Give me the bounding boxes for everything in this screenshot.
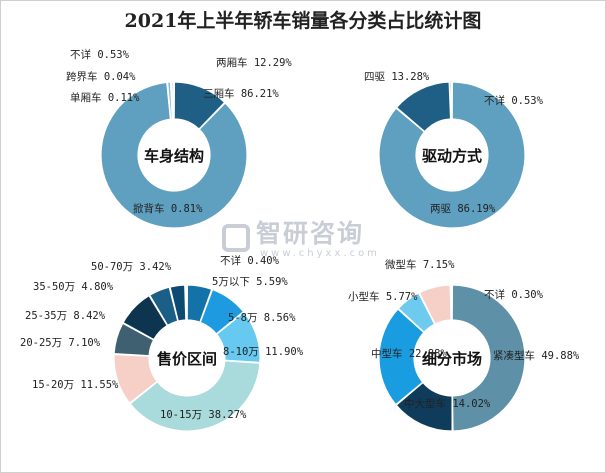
donut-3-label-10: 不详 0.40% [220, 254, 280, 267]
donut-1-label-4: 单厢车 0.11% [70, 91, 140, 104]
donut-3-label-7: 25-35万 8.42% [25, 310, 106, 322]
donut-1-label-1: 两厢车 12.29% [216, 56, 292, 69]
donut-3-slice-10 [184, 284, 188, 321]
donut-1-label-3: 掀背车 0.81% [133, 202, 203, 215]
donut-3-label-9: 50-70万 3.42% [91, 261, 172, 273]
donut-1-label-5: 跨界车 0.04% [66, 70, 136, 83]
donut-3-center-title: 售价区间 [157, 350, 217, 368]
donut-1-center-title: 车身结构 [144, 147, 204, 165]
donut-2-slice-2 [395, 81, 452, 133]
donut-1-label-6: 不详 0.53% [70, 48, 130, 61]
donut-3-label-4: 10-15万 38.27% [160, 409, 247, 421]
donut-4-label-4: 小型车 5.77% [348, 290, 418, 303]
donut-3-label-6: 20-25万 7.10% [20, 337, 101, 349]
donut-3-label-2: 5-8万 8.56% [228, 312, 296, 324]
donut-3-slice-6 [113, 322, 155, 357]
donut-4-slice-5 [418, 284, 452, 325]
donut-4-slice-1 [451, 284, 526, 432]
donut-3-slice-2 [199, 288, 245, 335]
watermark-url: www.chyxx.com [260, 247, 380, 259]
donut-2-slice-1 [378, 81, 526, 229]
chart-title: 2021年上半年轿车销量各分类占比统计图 [124, 10, 482, 32]
donut-3-slice-4 [129, 360, 261, 432]
donut-3-slice-5 [113, 353, 158, 404]
donut-4-label-5: 微型车 7.15% [385, 258, 455, 271]
donut-3-slice-3 [215, 311, 261, 363]
watermark-text: 智研咨询 [256, 219, 365, 248]
donut-1-slice-6 [171, 81, 175, 120]
donut-4-label-1: 紧凑型车 49.88% [493, 349, 580, 362]
donut-4-label-6: 不详 0.30% [484, 288, 544, 301]
donut-3-label-1: 5万以下 5.59% [212, 276, 288, 288]
donut-1-slice-2 [100, 81, 248, 229]
donut-4-slice-6 [450, 284, 453, 321]
donut-4-label-2: 中大型车 14.02% [404, 397, 491, 410]
donut-4-slice-3 [378, 308, 425, 406]
donut-1-label-2: 三厢车 86.21% [203, 87, 279, 100]
donut-4-label-3: 中型车 22.88% [371, 347, 447, 360]
donut-3-label-8: 35-50万 4.80% [33, 281, 114, 293]
donut-3-label-5: 15-20万 11.55% [32, 379, 119, 391]
donut-4-center-title: 细分市场 [422, 350, 482, 368]
donut-1-slice-1 [173, 81, 226, 130]
watermark: 智研咨询 www.chyxx.com [222, 214, 380, 259]
donut-3-label-3: 8-10万 11.90% [223, 346, 304, 358]
donut-2-label-1: 两驱 86.19% [430, 203, 496, 215]
donut-2-label-3: 不详 0.53% [484, 94, 544, 107]
donut-2-center-title: 驱动方式 [422, 147, 482, 165]
donut-2-label-2: 四驱 13.28% [364, 71, 430, 83]
donut-2-slice-3 [449, 81, 453, 120]
watermark-logo-icon [222, 223, 250, 252]
donut-3-slice-7 [122, 294, 169, 341]
donut-4-slice-2 [395, 381, 453, 432]
